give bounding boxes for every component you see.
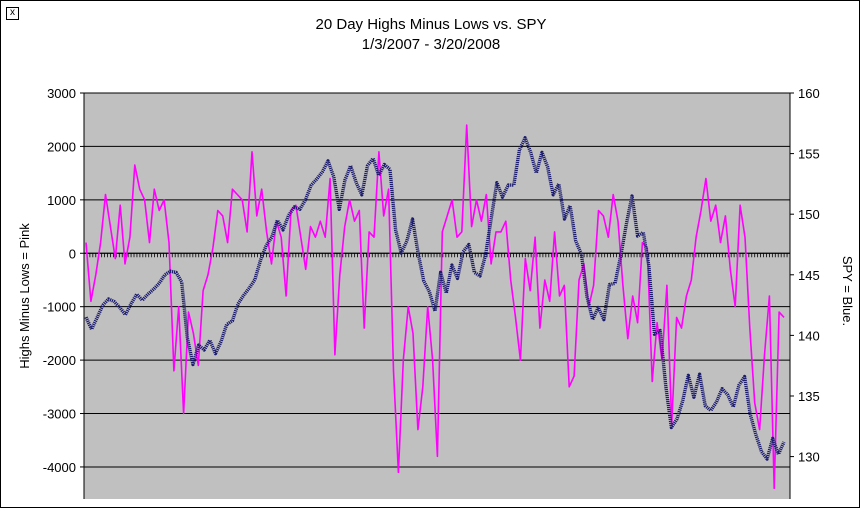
right-tick-label: 155	[798, 147, 820, 162]
left-tick-label: 3000	[47, 86, 76, 101]
left-tick-label: 1000	[47, 193, 76, 208]
left-axis-label: Highs Minus Lows = Pink	[17, 223, 32, 369]
chart-subtitle: 1/3/2007 - 3/20/2008	[362, 36, 500, 53]
right-axis-label: SPY = Blue.	[840, 256, 855, 326]
series-line-highs-minus-lows	[85, 124, 785, 490]
right-tick-label: 150	[798, 207, 820, 222]
series-line-spy	[84, 136, 786, 461]
left-tick-label: 2000	[47, 139, 76, 154]
left-tick-label: -4000	[43, 460, 76, 475]
close-icon[interactable]: x	[6, 7, 19, 20]
right-tick-label: 140	[798, 328, 820, 343]
left-axis-ticks: 3000 2000 1000 0 -1000 -2000 -3000 -4000	[43, 86, 85, 499]
left-tick-label: -2000	[43, 353, 76, 368]
chart-title: 20 Day Highs Minus Lows vs. SPY	[316, 16, 547, 33]
left-tick-label: 0	[69, 246, 76, 261]
left-tick-label: -3000	[43, 407, 76, 422]
right-tick-label: 160	[798, 86, 820, 101]
right-tick-label: 135	[798, 389, 820, 404]
series-spy	[84, 136, 786, 461]
right-tick-label: 130	[798, 450, 820, 465]
right-tick-label: 145	[798, 268, 820, 283]
zero-axis	[83, 252, 790, 258]
left-tick-label: -1000	[43, 300, 76, 315]
right-axis-ticks: 160 155 150 145 140 135 130	[789, 86, 820, 499]
